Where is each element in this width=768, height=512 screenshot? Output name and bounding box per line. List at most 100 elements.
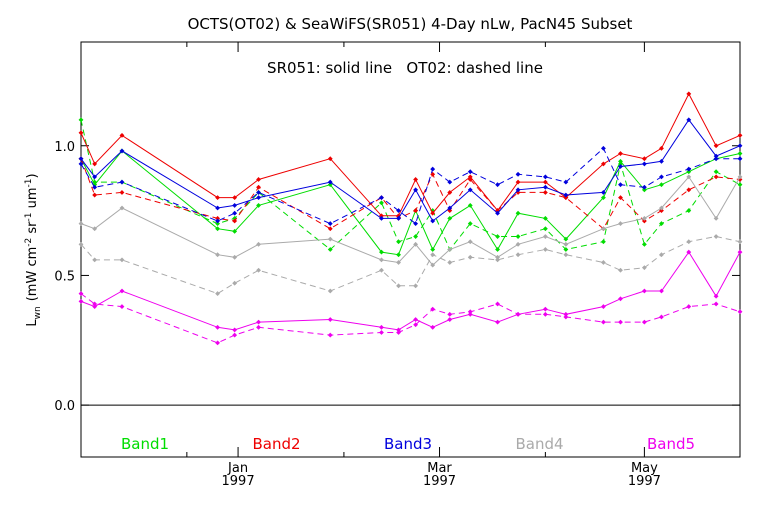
data-point <box>618 296 623 302</box>
data-point <box>495 210 500 216</box>
series-line-band1-solid <box>80 150 741 256</box>
data-point <box>641 288 647 294</box>
data-point <box>542 234 548 239</box>
data-point <box>467 221 473 226</box>
data-point <box>430 166 436 172</box>
legend: Band1 Band2 Band3 Band4 Band5 <box>121 435 695 453</box>
data-point <box>396 260 401 265</box>
data-point <box>659 182 664 188</box>
data-point <box>447 215 453 221</box>
data-point <box>542 174 548 180</box>
data-point <box>215 340 221 346</box>
data-point <box>215 324 221 330</box>
data-point <box>563 247 569 252</box>
data-point <box>713 174 719 180</box>
data-point <box>737 249 743 255</box>
series-line-band5-solid <box>80 251 741 331</box>
data-point <box>686 169 692 175</box>
data-point <box>256 202 261 208</box>
data-point <box>713 156 719 162</box>
data-point <box>215 226 221 232</box>
data-point <box>659 158 664 164</box>
data-point <box>256 184 261 190</box>
data-point <box>600 260 606 265</box>
data-point <box>713 215 719 221</box>
data-point <box>92 257 98 263</box>
data-point <box>119 304 125 309</box>
data-point <box>92 184 98 190</box>
data-point <box>232 254 238 260</box>
data-point <box>447 247 453 252</box>
data-point <box>542 184 548 190</box>
data-point <box>430 306 436 312</box>
data-point <box>467 177 473 182</box>
data-point <box>600 161 606 167</box>
data-point <box>92 179 98 185</box>
data-point <box>232 202 238 208</box>
data-point <box>119 205 125 211</box>
data-point <box>215 291 221 297</box>
legend-entry-band3: Band3 <box>384 435 432 453</box>
data-point <box>413 322 419 328</box>
data-point <box>686 117 692 123</box>
data-point <box>618 319 623 325</box>
data-point <box>515 241 521 247</box>
data-point <box>686 91 692 97</box>
data-point <box>600 304 606 309</box>
data-point <box>515 252 521 258</box>
data-point <box>515 187 521 193</box>
data-point <box>600 190 606 195</box>
data-point <box>641 319 647 325</box>
data-point <box>686 187 692 193</box>
data-point <box>256 241 261 247</box>
data-point <box>495 247 500 252</box>
series-line-band4-solid <box>80 176 741 266</box>
data-point <box>430 262 436 268</box>
series-line-band3-dashed <box>80 147 740 225</box>
plot-frame <box>80 41 741 458</box>
data-point <box>515 171 521 177</box>
data-point <box>379 324 384 330</box>
data-point <box>92 192 98 198</box>
x-tick-month: Mar <box>427 461 452 476</box>
data-point <box>379 330 384 335</box>
data-point <box>215 205 221 211</box>
data-point <box>447 260 453 265</box>
data-point <box>686 208 692 214</box>
data-point <box>495 319 500 325</box>
data-point <box>215 252 221 258</box>
data-point <box>78 221 84 226</box>
data-point <box>686 166 692 172</box>
data-point <box>413 241 419 247</box>
data-point <box>92 161 98 167</box>
legend-entry-band4: Band4 <box>515 435 563 453</box>
data-point <box>78 298 84 304</box>
data-point <box>618 267 623 273</box>
data-point <box>467 239 473 245</box>
data-point <box>396 330 401 335</box>
data-point <box>737 309 743 315</box>
data-point <box>379 267 384 273</box>
data-point <box>737 182 743 188</box>
data-point <box>737 151 743 156</box>
data-point <box>641 215 647 221</box>
data-point <box>215 221 221 226</box>
series-line-band4-dashed <box>80 235 741 295</box>
series-line-band2-solid <box>80 92 741 217</box>
y-axis-label-units: (mW cm <box>25 247 40 302</box>
data-point <box>256 190 261 195</box>
data-point <box>641 156 647 162</box>
data-point <box>467 254 473 260</box>
y-axis-label-exp-2: -1 <box>24 213 34 222</box>
data-point <box>686 249 692 255</box>
data-point <box>686 174 692 180</box>
line-style-annotation: SR051: solid line OT02: dashed line <box>267 59 543 77</box>
data-point <box>92 226 98 232</box>
data-point <box>563 252 569 258</box>
data-point <box>327 221 333 226</box>
series-line-band2-dashed <box>80 158 741 230</box>
data-point <box>327 236 333 242</box>
legend-entry-band1: Band1 <box>121 435 169 453</box>
